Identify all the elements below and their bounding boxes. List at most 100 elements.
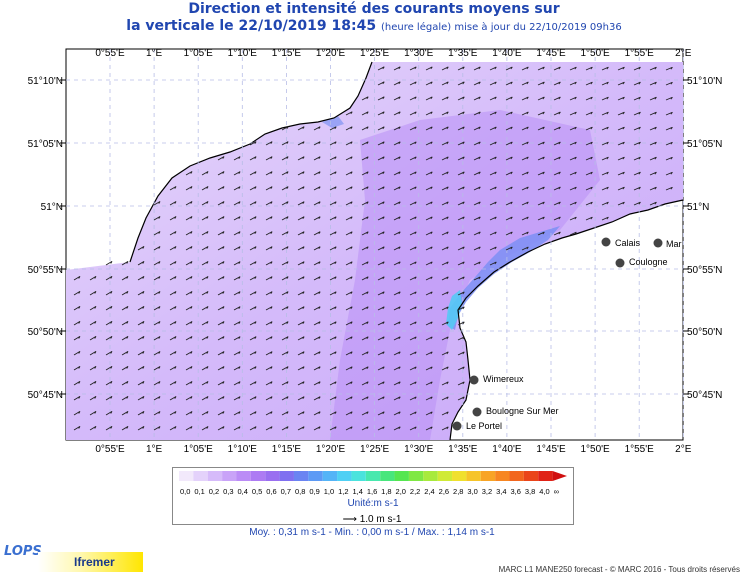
- current-arrow: [569, 156, 577, 161]
- current-arrow: [537, 201, 545, 206]
- lon-label-top: 1°E: [146, 48, 163, 59]
- legend-tick-label: 0,3: [223, 487, 233, 496]
- current-arrow: [137, 351, 145, 356]
- current-arrow: [361, 366, 369, 371]
- current-arrow: [345, 381, 353, 386]
- current-arrow: [489, 246, 497, 251]
- current-arrow: [345, 276, 353, 281]
- current-arrow: [249, 156, 257, 161]
- current-arrow: [409, 156, 417, 161]
- lon-label-top: 1°35'E: [448, 48, 478, 59]
- current-arrow: [649, 201, 657, 206]
- current-arrow: [153, 231, 161, 236]
- lat-label-right: 51°05'N: [687, 139, 722, 150]
- current-arrow: [121, 396, 129, 401]
- current-arrow: [137, 246, 145, 251]
- legend-swatch: [236, 471, 251, 481]
- lon-label-bottom: 1°45'E: [536, 444, 566, 455]
- current-arrow: [185, 381, 193, 386]
- current-arrow: [569, 81, 577, 86]
- legend-tick-label: 3,0: [467, 487, 477, 496]
- legend-swatch: [394, 471, 409, 481]
- current-arrow: [105, 411, 113, 416]
- current-arrow: [345, 111, 353, 116]
- current-arrow: [393, 201, 401, 206]
- lat-label-right: 51°N: [687, 202, 709, 213]
- current-arrow: [441, 66, 449, 71]
- current-arrow: [297, 141, 305, 146]
- current-arrow: [89, 320, 97, 326]
- lon-labels-top: 0°55'E 1°E 1°05'E 1°10'E 1°15'E 1°20'E 1°25'E 1…: [95, 48, 691, 59]
- legend-box: 0,0 0,1 0,2 0,3 0,4 0,5 0,6 0,7 0,8 0,9 1,0 1,2 1,4 1…: [172, 467, 574, 525]
- current-arrow: [185, 291, 193, 296]
- current-arrow: [345, 126, 353, 131]
- current-arrow: [537, 81, 545, 86]
- current-arrow: [281, 336, 289, 341]
- current-arrow: [265, 366, 273, 371]
- current-arrow: [329, 321, 337, 326]
- current-arrow: [281, 306, 289, 311]
- current-arrow: [201, 291, 209, 296]
- map-title-line1: Direction et intensité des courants moye…: [188, 1, 560, 17]
- legend-tick-label: 0,1: [194, 487, 204, 496]
- current-arrow: [553, 96, 561, 101]
- lat-label-left: 51°05'N: [28, 139, 63, 150]
- city-dot-mar: [653, 238, 663, 248]
- current-arrow: [441, 291, 449, 296]
- current-arrow: [329, 306, 337, 311]
- legend-tick-label: 1,6: [367, 487, 377, 496]
- current-arrow: [569, 96, 577, 101]
- legend-swatch: [466, 471, 481, 481]
- current-arrow: [377, 186, 385, 191]
- lon-label-bottom: 1°15'E: [272, 444, 302, 455]
- current-arrow: [473, 231, 481, 236]
- current-arrow: [185, 306, 193, 311]
- legend-swatch: [193, 471, 208, 481]
- current-arrow: [409, 201, 417, 206]
- current-arrow: [297, 231, 305, 236]
- current-arrow: [393, 411, 401, 416]
- current-arrow: [265, 291, 273, 296]
- current-arrow: [249, 426, 257, 431]
- city-label-coulogne: Coulogne: [629, 257, 668, 267]
- current-arrow: [409, 381, 417, 386]
- current-arrow: [585, 96, 593, 101]
- current-arrow: [153, 336, 161, 341]
- city-dot-wimereux: [469, 375, 479, 385]
- current-arrow: [313, 201, 321, 206]
- coastline: [129, 61, 684, 441]
- current-arrow: [537, 231, 545, 236]
- current-arrow: [105, 381, 113, 386]
- current-arrow: [393, 156, 401, 161]
- current-arrow: [425, 291, 433, 296]
- legend-swatch: [308, 471, 323, 481]
- current-arrow: [345, 306, 353, 311]
- current-arrow: [585, 216, 593, 221]
- current-arrow: [393, 426, 401, 431]
- legend-tick-label: 3,4: [496, 487, 506, 496]
- legend-swatch: [523, 471, 539, 481]
- current-arrow: [393, 96, 401, 101]
- current-arrow: [377, 426, 385, 431]
- current-arrow: [569, 186, 577, 191]
- current-arrow: [473, 276, 481, 281]
- current-arrow: [425, 396, 433, 401]
- current-arrow: [537, 141, 545, 146]
- current-arrow: [377, 96, 385, 101]
- current-arrow: [281, 141, 289, 146]
- legend-swatch: [207, 471, 223, 481]
- current-arrow: [281, 411, 289, 416]
- current-arrow: [457, 171, 465, 176]
- current-arrow: [617, 201, 625, 206]
- lat-label-left: 50°50'N: [28, 327, 63, 338]
- current-arrow: [345, 141, 353, 146]
- current-arrow: [217, 336, 225, 341]
- current-arrow: [633, 81, 641, 86]
- legend-swatch: [552, 471, 567, 481]
- current-arrow: [217, 426, 225, 431]
- current-arrow: [201, 231, 209, 236]
- current-arrow: [217, 291, 225, 296]
- lon-label-bottom: 1°20'E: [316, 444, 346, 455]
- current-arrow: [441, 81, 449, 86]
- current-arrow: [425, 216, 433, 221]
